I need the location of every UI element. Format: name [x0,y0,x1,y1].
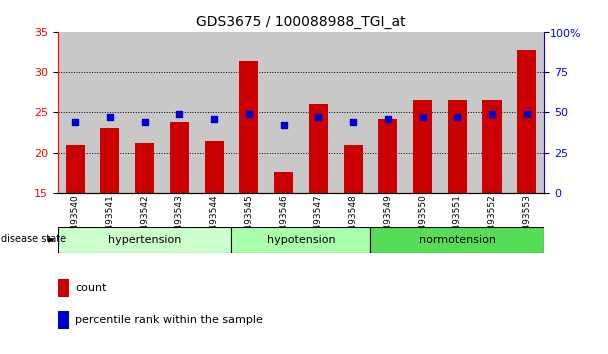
Point [71,119,80,125]
Point [487,111,497,117]
Bar [517,50,536,193]
Title: GDS3675 / 100088988_TGI_at: GDS3675 / 100088988_TGI_at [196,16,406,29]
Bar [336,32,370,193]
Bar [127,32,162,193]
Text: count: count [75,283,107,293]
Text: disease state: disease state [1,234,66,244]
Bar [483,100,502,193]
Bar [370,227,544,253]
Bar [66,144,85,193]
Bar [58,227,232,253]
Bar [170,122,189,193]
Point [105,114,115,120]
Point [314,114,323,120]
Bar [197,32,232,193]
Bar [240,61,258,193]
Bar [232,32,266,193]
Point [383,116,393,122]
Point [418,114,427,120]
Point [452,114,462,120]
Bar [162,32,197,193]
Text: 100%: 100% [550,29,581,39]
Point [244,111,254,117]
Bar [58,279,69,297]
Point [278,122,288,128]
Point [522,111,531,117]
Bar [309,103,328,193]
Bar [58,32,92,193]
Bar [58,311,69,329]
Text: percentile rank within the sample: percentile rank within the sample [75,315,263,325]
Bar [413,100,432,193]
Bar [204,141,224,193]
Bar [344,145,362,193]
Point [140,119,150,125]
Bar [100,128,119,193]
Bar [440,32,475,193]
Bar [447,100,467,193]
Bar [92,32,127,193]
Bar [266,32,301,193]
Bar [274,172,293,193]
Bar [510,32,544,193]
Bar [378,119,398,193]
Text: normotension: normotension [419,235,496,245]
Bar [232,227,370,253]
Bar [135,143,154,193]
Bar [301,32,336,193]
Text: hypotension: hypotension [267,235,335,245]
Point [174,111,184,117]
Text: hypertension: hypertension [108,235,181,245]
Point [348,119,358,125]
Bar [475,32,510,193]
Bar [370,32,405,193]
Point [209,116,219,122]
Bar [405,32,440,193]
